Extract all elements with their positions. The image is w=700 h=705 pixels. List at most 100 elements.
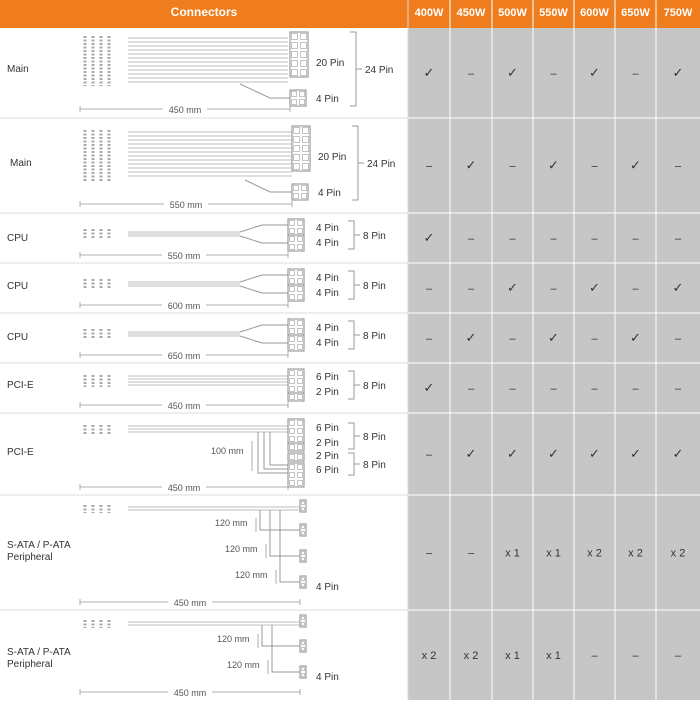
connector-pin [297, 378, 303, 384]
pcie-dual-branch-c [269, 432, 288, 466]
sub-length-label: 120 mm [235, 570, 268, 580]
check-mark: ✓ [507, 65, 518, 80]
dimension-label-bg [162, 481, 206, 493]
dash-mark: – [426, 161, 433, 173]
dash-mark: – [468, 548, 475, 560]
cable-length: 450 mm [174, 688, 207, 698]
dimension-label-bg [162, 249, 206, 261]
cpu-550-lead-bottom [239, 235, 288, 244]
pin-label: 4 Pin [316, 273, 339, 284]
connector-pin [289, 370, 295, 376]
dash-mark: – [468, 383, 475, 395]
dash-mark: – [632, 650, 639, 662]
pin-label: 4 Pin [316, 223, 339, 234]
dash-mark: – [632, 383, 639, 395]
wattage-header-550w: 550W [539, 7, 568, 19]
main-wire-bundle [128, 37, 288, 83]
connector-pin [302, 136, 309, 143]
connector-pin [289, 464, 295, 470]
connector-pin [297, 394, 303, 400]
cable-length: 550 mm [168, 251, 201, 261]
row-label: CPU [7, 332, 28, 343]
cable-length: 650 mm [168, 351, 201, 361]
dash-mark: – [426, 283, 433, 295]
pin-label: 4 Pin [316, 94, 339, 105]
dash-mark: – [509, 383, 516, 395]
connector-pin [302, 127, 309, 134]
quantity-value: x 2 [464, 650, 479, 662]
periph-b-length: 450 mm [79, 686, 301, 698]
cpu-650-wire-bundle [128, 331, 240, 337]
check-mark: ✓ [548, 158, 559, 173]
periph-a-drop-wire [269, 510, 300, 557]
connector-pin [289, 228, 295, 234]
periph-a-drop-wire [259, 510, 300, 531]
periph-b-drop-wire [271, 625, 300, 673]
check-mark: ✓ [589, 280, 600, 295]
periph-a-plug-fan [83, 505, 111, 513]
connector-pin [291, 69, 298, 76]
connector-pin [297, 336, 303, 342]
cpu-550-lead-top [239, 224, 288, 233]
connector-pin [289, 480, 295, 486]
check-mark: ✓ [548, 446, 559, 461]
cpu-650-plug-fan [83, 329, 111, 339]
dash-mark: – [550, 283, 557, 295]
connector-pin [297, 428, 303, 434]
pin-label: 4 Pin [316, 238, 339, 249]
pin-label: 4 Pin [316, 323, 339, 334]
periph-a-drop-wire [279, 510, 300, 583]
bracket-line [350, 31, 357, 107]
periph-a-length: 450 mm [79, 596, 301, 608]
connector-pin [300, 69, 307, 76]
quantity-value: x 2 [628, 548, 643, 560]
cpu-550-4pin-connector-b [287, 234, 305, 252]
cpu-600-4pin-connector-a [287, 268, 305, 286]
pcie-bracket-b: 8 Pin [348, 452, 386, 476]
sub-length-label: 100 mm [211, 446, 244, 456]
connector-body [299, 523, 307, 537]
wattage-header-650w: 650W [621, 7, 650, 19]
total-pin-label: 8 Pin [363, 432, 386, 443]
connector-pin [297, 370, 303, 376]
connector-pin [289, 278, 295, 284]
wattage-header-400w: 400W [415, 7, 444, 19]
connector-pin [289, 244, 295, 250]
connector-body [299, 499, 307, 513]
connector-pin [289, 336, 295, 342]
row-label: PCI-E [7, 380, 34, 391]
pcie-6pin-connector-b [287, 462, 305, 488]
dash-mark: – [468, 283, 475, 295]
value-cells: ✓ – ✓ – ✓ – ✓ – ✓ – ✓ – ✓ – ✓ – – – – – – – – ✓ – ✓ – ✓ – ✓ – ✓ – ✓ – ✓ – – – –… [422, 65, 686, 662]
pin-label: 6 Pin [316, 423, 339, 434]
pin-label: 2 Pin [316, 387, 339, 398]
connector-pin [297, 436, 303, 442]
wattage-headers: 400W 450W 500W 550W 600W 650W 750W [415, 7, 693, 19]
check-mark: ✓ [630, 446, 641, 461]
connector-pin [299, 99, 305, 105]
connector-pin [300, 33, 307, 40]
row-labels: Main Main CPU CPU CPU PCI-E PCI-E S-ATA / P-ATA… [7, 64, 71, 670]
pin-label: 4 Pin [316, 338, 339, 349]
dash-mark: – [509, 233, 516, 245]
connector-pin [299, 91, 305, 97]
row-label: Main [10, 158, 32, 169]
check-mark: ✓ [424, 65, 435, 80]
check-mark: ✓ [673, 446, 684, 461]
dash-mark: – [591, 650, 598, 662]
connector-pin [297, 344, 303, 350]
total-pin-label: 24 Pin [367, 159, 395, 170]
quantity-value: x 2 [671, 548, 686, 560]
cable-length: 450 mm [174, 598, 207, 608]
wattage-header-450w: 450W [457, 7, 486, 19]
connector-pin [297, 472, 303, 478]
connector-pin [291, 91, 297, 97]
dash-mark: – [591, 233, 598, 245]
pcie-2pin-connector-b [287, 452, 305, 462]
row-label: S-ATA / P-ATA [7, 647, 71, 658]
connector-pin [302, 154, 309, 161]
cable-length: 600 mm [168, 301, 201, 311]
connector-pin [302, 163, 309, 170]
